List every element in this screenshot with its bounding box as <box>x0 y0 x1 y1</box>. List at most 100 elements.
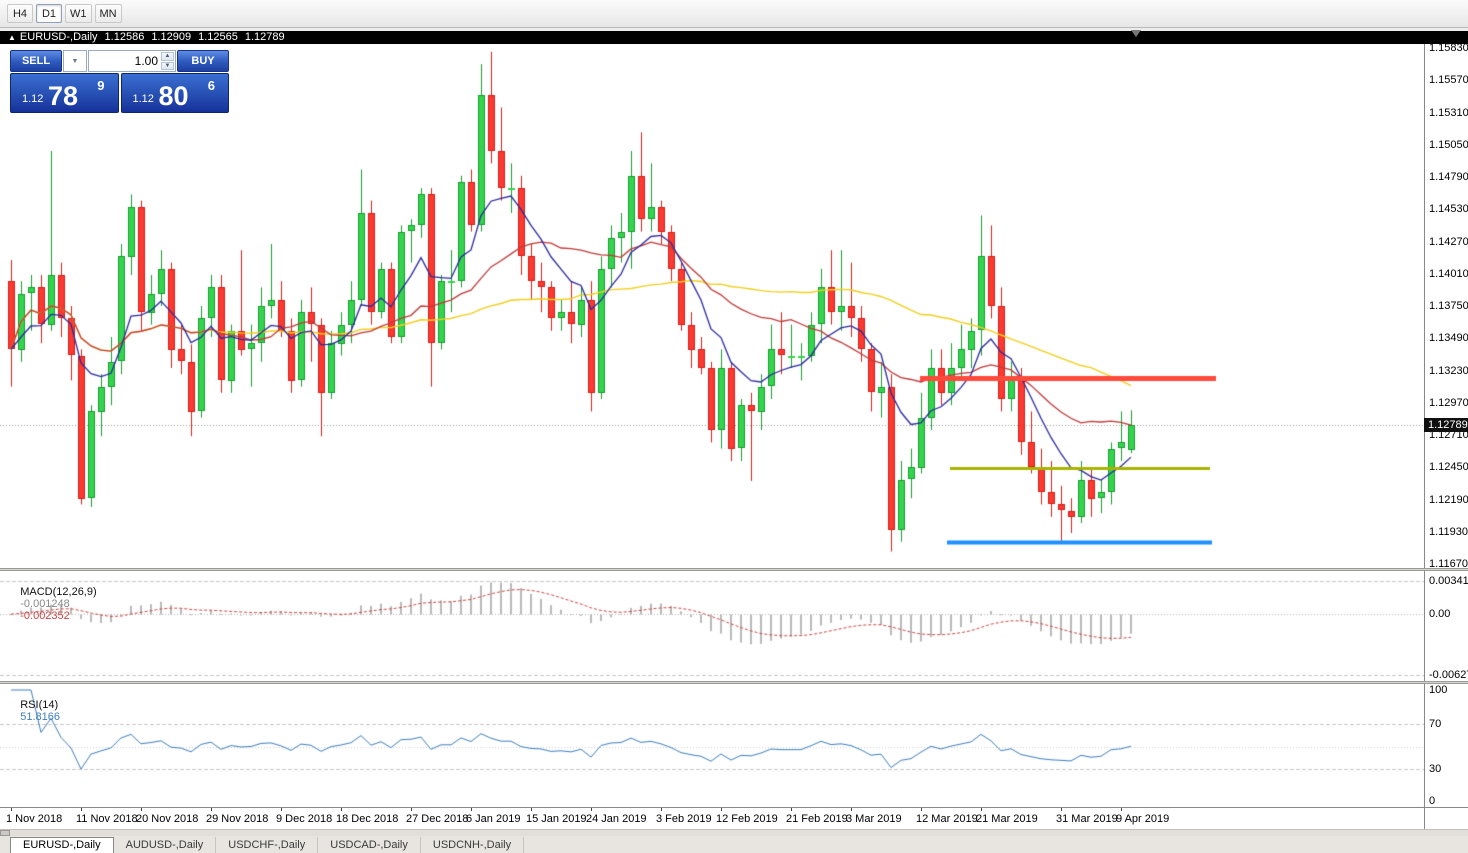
ohlc-high: 1.12909 <box>151 31 192 43</box>
ohlc-open: 1.12586 <box>104 31 145 43</box>
date-axis-label: 15 Jan 2019 <box>526 813 587 825</box>
price-axis-label: 1.12190 <box>1429 493 1468 506</box>
date-axis[interactable]: 1 Nov 2018 11 Nov 2018 20 Nov 2018 29 Nov 2… <box>0 807 1468 829</box>
volume-spinner: ▲ ▼ <box>161 52 174 70</box>
buy-price-base: 1.12 <box>132 93 154 105</box>
chart-tab-usdcnh[interactable]: USDCNH-,Daily <box>421 837 525 853</box>
timeframe-button-w1[interactable]: W1 <box>65 4 92 23</box>
symbol-marker-icon: ▲ <box>8 33 16 42</box>
horizontal-scrollbar[interactable] <box>0 829 1468 836</box>
price-axis-label: 1.15050 <box>1429 138 1468 151</box>
timeframe-toolbar: H4 D1 W1 MN <box>0 0 1468 28</box>
date-axis-label: 18 Dec 2018 <box>336 813 399 825</box>
volume-dropdown-icon[interactable]: ▼ <box>63 50 87 72</box>
rsi-panel-splitter[interactable] <box>0 681 1468 684</box>
current-price-badge: 1.12789 <box>1424 418 1468 433</box>
price-axis-label: 1.13230 <box>1429 364 1468 377</box>
ohlc-close: 1.12789 <box>244 31 285 43</box>
date-axis-label: 24 Jan 2019 <box>586 813 647 825</box>
volume-input[interactable] <box>89 51 175 71</box>
date-tick <box>1121 808 1122 811</box>
date-axis-label: 20 Nov 2018 <box>136 813 199 825</box>
ohlc-low: 1.12565 <box>198 31 238 43</box>
macd-name: MACD(12,26,9) <box>20 586 97 598</box>
price-axis-label: 1.12450 <box>1429 461 1468 474</box>
macd-panel-splitter[interactable] <box>0 568 1468 571</box>
price-axis-label: 1.15570 <box>1429 74 1468 87</box>
price-axis-label: 1.14010 <box>1429 267 1468 280</box>
date-tick <box>921 808 922 811</box>
price-axis-label: 1.12970 <box>1429 396 1468 409</box>
chart-symbol-label: EURUSD-,Daily <box>19 31 98 43</box>
date-tick <box>141 808 142 811</box>
date-axis-label: 3 Feb 2019 <box>656 813 712 825</box>
sell-price-sup: 9 <box>97 78 105 93</box>
price-axis-label: 1.13490 <box>1429 332 1468 345</box>
price-axis-label: 1.11930 <box>1429 525 1468 538</box>
volume-field-wrap: ▲ ▼ <box>88 50 176 72</box>
date-axis-label: 9 Apr 2019 <box>1116 813 1170 825</box>
date-tick <box>1061 808 1062 811</box>
buy-button[interactable]: BUY <box>177 50 229 72</box>
sell-button[interactable]: SELL <box>10 50 62 72</box>
rsi-name: RSI(14) <box>20 699 59 711</box>
date-tick <box>281 808 282 811</box>
date-tick <box>11 808 12 811</box>
macd-indicator-label: MACD(12,26,9) -0.001248 -0.002352 <box>8 574 103 634</box>
rsi-axis-label: 100 <box>1429 684 1448 696</box>
price-axis-label: 1.13750 <box>1429 300 1468 312</box>
timeframe-button-d1[interactable]: D1 <box>36 4 62 23</box>
date-tick <box>661 808 662 811</box>
date-axis-label: 6 Jan 2019 <box>466 813 521 825</box>
chart-title-band: ▲ EURUSD-,Daily 1.12586 1.12909 1.12565 … <box>0 31 1468 44</box>
buy-price-sup: 6 <box>207 78 215 93</box>
date-tick <box>591 808 592 811</box>
date-axis-label: 21 Feb 2019 <box>786 813 848 825</box>
date-tick <box>211 808 212 811</box>
volume-spin-down-icon[interactable]: ▼ <box>161 61 174 70</box>
buy-price-tile[interactable]: 1.12 80 6 <box>120 73 229 113</box>
macd-signal-value: -0.002352 <box>20 610 70 622</box>
one-click-trading-panel: SELL ▼ ▲ ▼ BUY 1.12 78 9 1.12 80 6 <box>10 50 229 113</box>
sell-price-tile[interactable]: 1.12 78 9 <box>10 73 119 113</box>
date-tick <box>81 808 82 811</box>
timeframe-button-h4[interactable]: H4 <box>7 4 33 23</box>
chart-tab-usdchf[interactable]: USDCHF-,Daily <box>216 837 319 853</box>
price-axis-label: 1.11670 <box>1429 558 1468 570</box>
date-axis-label: 3 Mar 2019 <box>846 813 902 825</box>
chart-tab-audusd[interactable]: AUDUSD-,Daily <box>114 837 217 853</box>
date-axis-label: 29 Nov 2018 <box>206 813 269 825</box>
date-tick <box>981 808 982 811</box>
date-axis-label: 27 Dec 2018 <box>406 813 469 825</box>
price-axis-label: 1.14530 <box>1429 203 1468 216</box>
date-axis-label: 21 Mar 2019 <box>976 813 1038 825</box>
chart-shift-marker-icon[interactable] <box>1131 30 1141 37</box>
sell-price-base: 1.12 <box>22 93 44 105</box>
macd-axis-label: 0.003412 <box>1429 575 1468 587</box>
date-tick <box>341 808 342 811</box>
sell-price-big: 78 <box>48 81 79 111</box>
price-axis-label: 1.15310 <box>1429 106 1468 119</box>
timeframe-button-mn[interactable]: MN <box>94 4 122 23</box>
price-axis-label: 1.14790 <box>1429 171 1468 183</box>
macd-main-value: -0.001248 <box>20 598 70 610</box>
date-tick <box>471 808 472 811</box>
date-axis-label: 11 Nov 2018 <box>76 813 138 825</box>
chart-tab-usdcad[interactable]: USDCAD-,Daily <box>318 837 421 853</box>
date-axis-label: 31 Mar 2019 <box>1056 813 1118 825</box>
price-axis-label: 1.15830 <box>1429 42 1468 54</box>
buy-price-big: 80 <box>158 81 189 111</box>
rsi-axis-label: 70 <box>1429 717 1442 730</box>
date-tick <box>411 808 412 811</box>
date-tick <box>531 808 532 811</box>
scrollbar-grip[interactable] <box>0 830 10 836</box>
volume-spin-up-icon[interactable]: ▲ <box>161 52 174 61</box>
date-axis-label: 12 Mar 2019 <box>916 813 978 825</box>
date-tick <box>851 808 852 811</box>
chart-tab-eurusd[interactable]: EURUSD-,Daily <box>10 837 114 853</box>
date-axis-label: 12 Feb 2019 <box>716 813 778 825</box>
price-axis-label: 1.14270 <box>1429 235 1468 248</box>
rsi-indicator-label: RSI(14) 51.8166 <box>8 687 66 735</box>
